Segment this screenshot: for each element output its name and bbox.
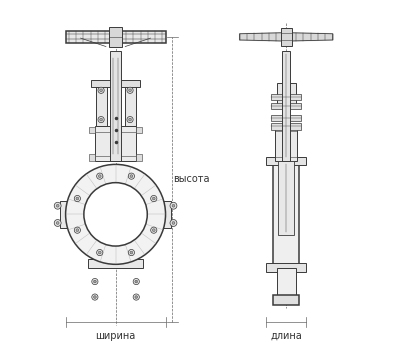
Bar [91,80,140,86]
Circle shape [76,229,79,231]
Circle shape [92,279,98,285]
Bar [282,51,290,161]
Text: высота: высота [173,174,210,184]
Circle shape [98,87,104,93]
Bar [136,154,142,161]
Bar [136,127,142,133]
Circle shape [98,117,104,123]
Circle shape [170,202,177,209]
Bar [89,127,95,133]
Bar [95,127,136,161]
Circle shape [172,221,175,224]
Circle shape [97,173,103,179]
Polygon shape [289,33,333,41]
Circle shape [127,87,133,93]
Polygon shape [240,33,283,41]
Circle shape [129,89,132,92]
Bar [276,268,296,295]
Circle shape [98,175,101,177]
Circle shape [84,183,147,246]
Circle shape [97,249,103,256]
Circle shape [127,117,133,123]
Bar [89,154,95,161]
Circle shape [151,195,157,202]
Circle shape [129,118,132,121]
Bar [271,124,301,130]
Bar [271,94,301,100]
Circle shape [152,197,155,200]
Bar [110,51,121,161]
Circle shape [54,202,61,209]
Circle shape [128,173,134,179]
Circle shape [94,296,96,299]
Circle shape [56,221,59,224]
Bar [60,201,69,228]
Circle shape [74,195,80,202]
Bar [275,127,297,161]
Bar [266,263,306,272]
Circle shape [133,294,139,300]
Circle shape [98,251,101,254]
Bar [278,161,294,235]
Bar [276,83,296,106]
Bar [281,28,292,46]
Circle shape [94,280,96,283]
Circle shape [151,227,157,233]
Circle shape [172,204,175,207]
Bar [66,31,166,43]
Text: длина: длина [270,331,302,341]
Bar [88,259,143,268]
Circle shape [130,175,133,177]
Circle shape [135,280,138,283]
Bar [266,157,306,165]
Bar [271,103,301,109]
Circle shape [152,229,155,231]
Circle shape [100,118,102,121]
Circle shape [170,219,177,226]
Bar [109,27,122,46]
Bar [124,83,136,127]
Circle shape [54,219,61,226]
Circle shape [56,204,59,207]
Bar [96,83,107,127]
Circle shape [92,294,98,300]
Bar [273,161,299,268]
Circle shape [128,249,134,256]
Circle shape [135,296,138,299]
Bar [273,295,299,304]
Circle shape [74,227,80,233]
Circle shape [76,197,79,200]
Bar [162,201,171,228]
Circle shape [130,251,133,254]
Circle shape [133,279,139,285]
Circle shape [66,164,166,264]
Text: ширина: ширина [96,331,136,341]
Bar [271,115,301,121]
Circle shape [100,89,102,92]
